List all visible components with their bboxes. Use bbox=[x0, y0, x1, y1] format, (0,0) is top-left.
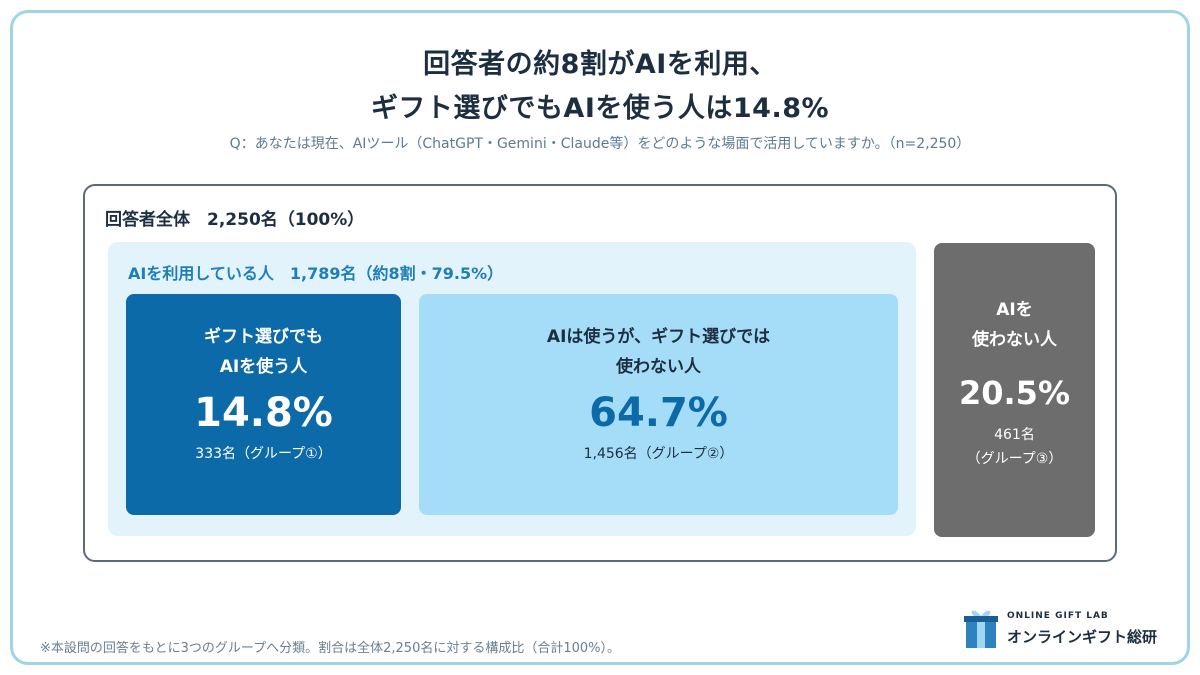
question-text: Q：あなたは現在、AIツール（ChatGPT・Gemini・Claude等）をど… bbox=[229, 136, 971, 152]
chart-title-line2: ギフト選びでもAIを使う人は14.8% bbox=[370, 93, 830, 124]
group3-count: 461名 （グループ③） bbox=[934, 423, 1095, 471]
gift-box-icon bbox=[964, 610, 998, 648]
group3-name-line2: 使わない人 bbox=[972, 330, 1057, 350]
logo-english: ONLINE GIFT LAB bbox=[1007, 611, 1109, 621]
group1-count: 333名（グループ①） bbox=[195, 446, 332, 462]
group1-name: ギフト選びでも AIを使う人 bbox=[126, 322, 401, 382]
group1-card: ギフト選びでも AIを使う人 14.8% 333名（グループ①） bbox=[126, 294, 401, 515]
group1-name-line2: AIを使う人 bbox=[219, 357, 308, 377]
group2-card: AIは使うが、ギフト選びでは 使わない人 64.7% 1,456名（グループ②） bbox=[419, 294, 898, 515]
group3-card: AIを 使わない人 20.5% 461名 （グループ③） bbox=[934, 243, 1095, 537]
group3-count-line1: 461名 bbox=[994, 427, 1035, 443]
group3-name-line1: AIを bbox=[996, 300, 1033, 320]
logo-japanese: オンラインギフト総研 bbox=[1007, 628, 1158, 646]
group1-percent: 14.8% bbox=[194, 390, 333, 436]
group1-name-line1: ギフト選びでも bbox=[204, 327, 323, 347]
group2-percent: 64.7% bbox=[589, 390, 728, 436]
group3-name: AIを 使わない人 bbox=[934, 295, 1095, 355]
group2-name-line2: 使わない人 bbox=[616, 357, 701, 377]
footnote: ※本設問の回答をもとに3つのグループへ分類。割合は全体2,250名に対する構成比… bbox=[40, 641, 621, 656]
group3-percent: 20.5% bbox=[958, 374, 1070, 412]
total-respondents-label: 回答者全体 2,250名（100%） bbox=[105, 210, 365, 230]
group2-count: 1,456名（グループ②） bbox=[583, 446, 734, 462]
group3-count-line2: （グループ③） bbox=[966, 451, 1063, 467]
chart-title-line1: 回答者の約8割がAIを利用、 bbox=[423, 49, 777, 80]
group2-name: AIは使うが、ギフト選びでは 使わない人 bbox=[419, 322, 898, 382]
group2-name-line1: AIは使うが、ギフト選びでは bbox=[546, 327, 771, 347]
brand-logo: ONLINE GIFT LAB オンラインギフト総研 bbox=[964, 607, 1174, 651]
ai-users-label: AIを利用している人 1,789名（約8割・79.5%） bbox=[128, 264, 504, 283]
